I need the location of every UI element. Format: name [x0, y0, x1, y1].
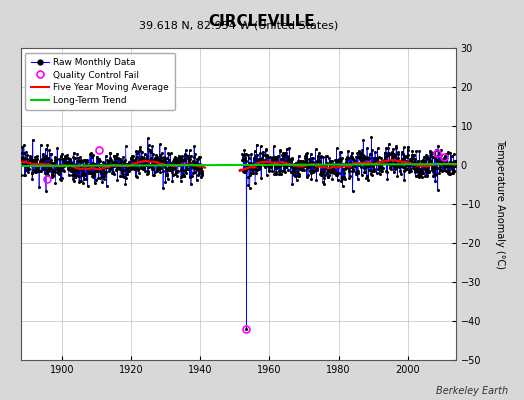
Text: Berkeley Earth: Berkeley Earth	[436, 386, 508, 396]
Title: 39.618 N, 82.954 W (United States): 39.618 N, 82.954 W (United States)	[139, 20, 338, 30]
Legend: Raw Monthly Data, Quality Control Fail, Five Year Moving Average, Long-Term Tren: Raw Monthly Data, Quality Control Fail, …	[26, 52, 174, 110]
Text: CIRCLEVILLE: CIRCLEVILLE	[209, 14, 315, 29]
Y-axis label: Temperature Anomaly (°C): Temperature Anomaly (°C)	[495, 139, 505, 269]
